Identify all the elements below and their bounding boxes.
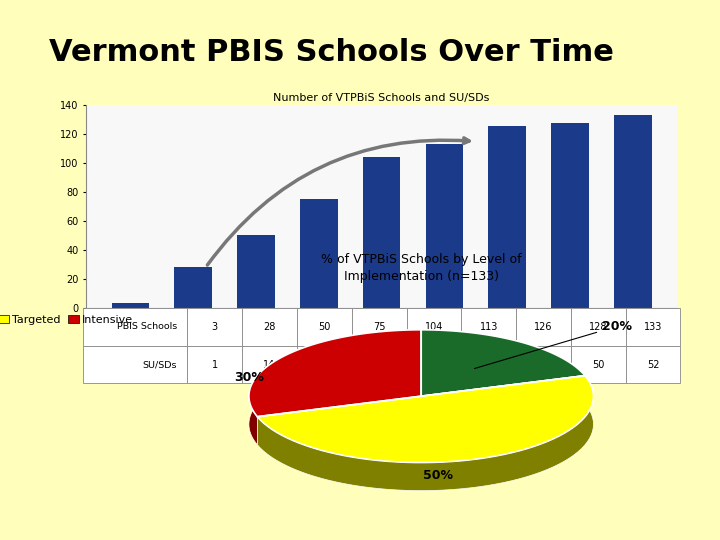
- Bar: [174, 267, 212, 308]
- Bar: [237, 235, 275, 308]
- Polygon shape: [421, 330, 585, 396]
- Bar: [300, 199, 338, 308]
- Text: 30%: 30%: [234, 370, 264, 383]
- Text: % of VTPBiS Schools by Level of
Implementation (n=133): % of VTPBiS Schools by Level of Implemen…: [321, 253, 521, 283]
- Text: Vermont PBIS Schools Over Time: Vermont PBIS Schools Over Time: [49, 38, 613, 67]
- Bar: [552, 123, 589, 308]
- Bar: [426, 144, 463, 308]
- Bar: [614, 116, 652, 308]
- Text: 50%: 50%: [423, 469, 454, 482]
- Polygon shape: [249, 330, 421, 417]
- Polygon shape: [257, 376, 593, 463]
- Title: Number of VTPBiS Schools and SU/SDs: Number of VTPBiS Schools and SU/SDs: [274, 93, 490, 103]
- Polygon shape: [257, 376, 593, 491]
- Bar: [363, 157, 400, 308]
- Polygon shape: [249, 330, 421, 445]
- Text: 20%: 20%: [474, 320, 632, 368]
- Bar: [488, 126, 526, 308]
- Bar: [112, 303, 149, 308]
- Legend: Universal, Targeted, Intensive: Universal, Targeted, Intensive: [0, 310, 138, 329]
- Polygon shape: [421, 330, 585, 404]
